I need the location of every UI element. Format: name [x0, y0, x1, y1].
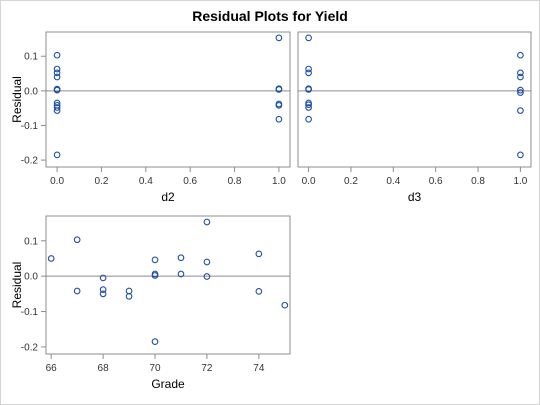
x-tick-label: 0.8	[228, 176, 242, 187]
y-axis-label: Residual	[10, 262, 24, 309]
y-tick-label: -0.1	[21, 307, 39, 318]
data-point	[53, 107, 61, 114]
data-point	[73, 236, 81, 244]
x-tick-label: 1.0	[513, 176, 527, 187]
plot-frame	[297, 31, 532, 168]
x-tick-label: 70	[149, 363, 161, 374]
data-point	[517, 86, 524, 94]
data-point	[255, 250, 263, 258]
y-tick-label: 0.0	[24, 272, 38, 283]
data-point	[73, 287, 81, 295]
x-tick-label: 1.0	[272, 176, 286, 187]
x-tick-label: 0.4	[139, 176, 153, 187]
data-point	[305, 115, 312, 123]
x-tick-label: 74	[253, 363, 265, 374]
data-point	[305, 86, 312, 93]
data-point	[177, 270, 185, 278]
data-point	[517, 89, 524, 96]
data-point	[177, 254, 185, 262]
plot-frame	[45, 215, 291, 355]
x-tick-label: 0.2	[344, 176, 358, 187]
x-tick-label: 0.6	[429, 176, 443, 187]
data-point	[305, 34, 312, 42]
data-point	[275, 34, 283, 42]
data-point	[99, 290, 107, 298]
x-axis-label: d2	[161, 190, 175, 204]
y-tick-label: -0.2	[21, 342, 39, 353]
data-point	[517, 51, 524, 59]
x-tick-label: 0.2	[95, 176, 109, 187]
data-point	[53, 86, 61, 94]
data-point	[53, 151, 61, 159]
y-tick-label: -0.1	[21, 121, 39, 132]
x-tick-label: 68	[98, 363, 110, 374]
data-point	[203, 258, 211, 266]
data-point	[255, 288, 263, 295]
data-point	[151, 272, 159, 279]
x-axis-label: Grade	[151, 377, 185, 391]
y-tick-label: 0.1	[24, 52, 38, 63]
y-tick-label: 0.0	[24, 86, 38, 97]
data-point	[53, 73, 61, 81]
x-tick-label: 0.6	[183, 176, 197, 187]
data-point	[275, 115, 283, 123]
data-point	[99, 286, 107, 293]
data-point	[47, 255, 55, 262]
data-point	[281, 301, 289, 309]
plot-panel-2: 0.0 0.2 0.4 0.6 0.8 1.0 d3	[297, 31, 532, 204]
data-point	[125, 292, 133, 300]
data-point	[305, 101, 312, 109]
x-tick-label: 72	[201, 363, 213, 374]
data-point	[275, 102, 283, 109]
data-point	[53, 69, 61, 77]
data-point	[275, 86, 283, 93]
y-tick-label: -0.2	[21, 156, 39, 167]
chart-title: Residual Plots for Yield	[192, 8, 348, 24]
data-point	[203, 218, 211, 226]
data-point	[305, 69, 312, 77]
x-axis-label: d3	[408, 190, 422, 204]
data-point	[99, 274, 107, 282]
x-tick-label: 0.4	[386, 176, 400, 187]
data-point	[517, 69, 524, 77]
plot-frame	[45, 31, 291, 168]
data-point	[151, 256, 159, 264]
data-point	[517, 151, 524, 159]
x-tick-label: 0.8	[471, 176, 485, 187]
x-tick-label: 0.0	[50, 176, 64, 187]
data-point	[151, 338, 159, 345]
data-point	[53, 51, 61, 59]
data-point	[203, 273, 211, 280]
data-point	[517, 73, 524, 81]
y-axis-label: Residual	[10, 76, 24, 123]
data-point	[517, 107, 524, 114]
x-tick-label: 66	[46, 363, 58, 374]
data-point	[305, 65, 312, 73]
y-tick-label: 0.1	[24, 236, 38, 247]
data-point	[53, 65, 61, 73]
plot-panel-3: 66 68 70 72 74 0.1 0.0 -0.1 -0.2 Grade Residual	[10, 215, 291, 391]
data-point	[53, 99, 61, 107]
x-tick-label: 0.0	[302, 176, 316, 187]
data-point	[305, 104, 312, 111]
plot-panel-1: 0.0 0.2 0.4 0.6 0.8 1.0 0.1 0.0 -0.1 -0.2 d2 Residu…	[10, 31, 291, 204]
data-point	[53, 104, 61, 111]
